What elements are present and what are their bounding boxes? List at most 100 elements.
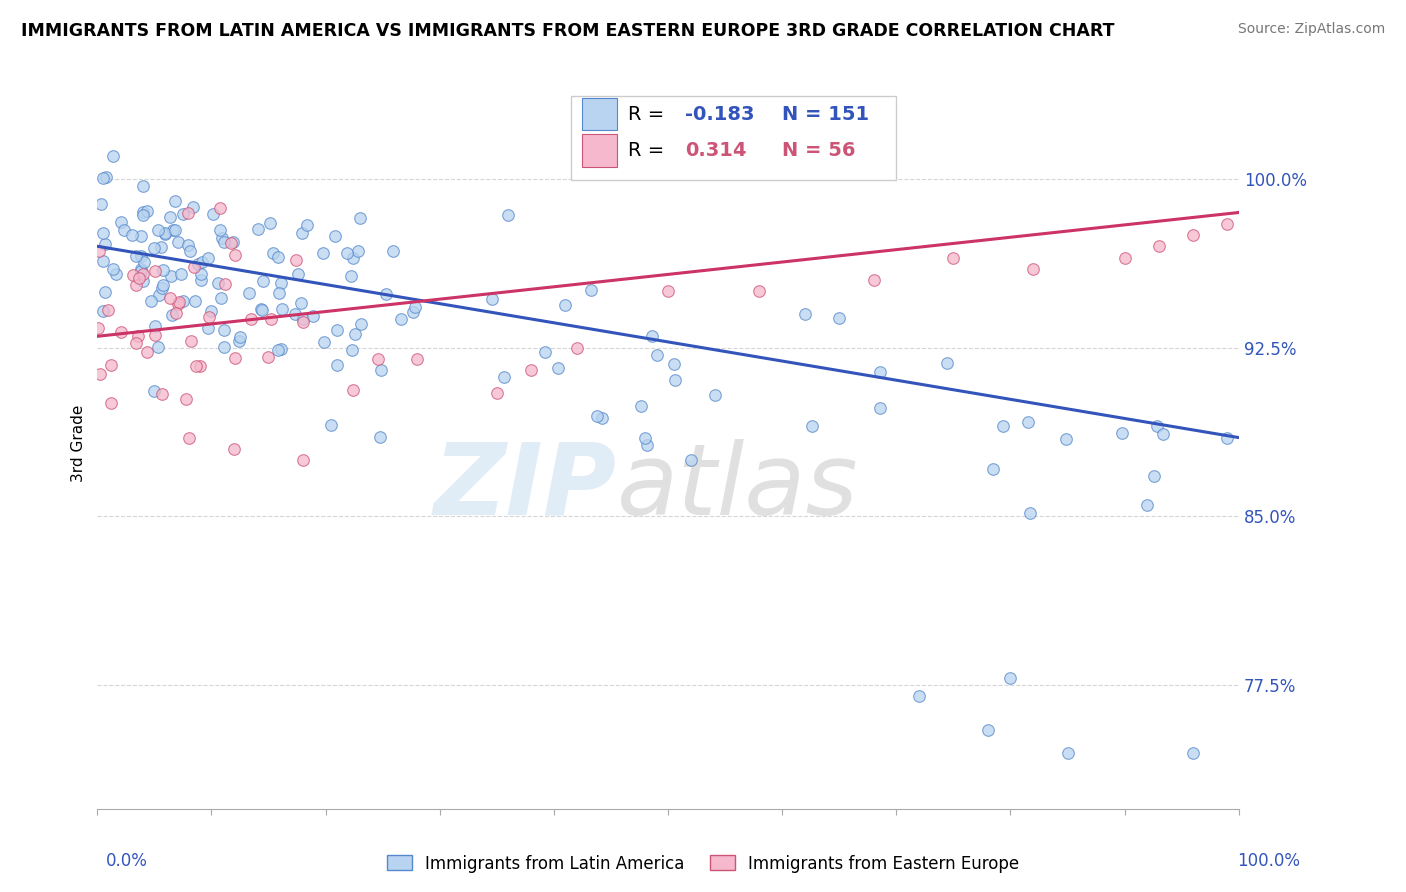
Point [94, 236, 117, 251]
Point [641, 329, 664, 343]
Point [579, 283, 602, 297]
Point [150, 240, 173, 254]
Point [90, 196, 112, 211]
Point [207, 276, 229, 290]
Point [267, 250, 290, 264]
Point [1114, 251, 1136, 265]
Point [1019, 506, 1042, 520]
Point [260, 312, 283, 326]
Point [1022, 261, 1045, 276]
Point [312, 245, 335, 260]
Point [208, 223, 231, 237]
Point [197, 321, 219, 335]
Point [312, 334, 335, 349]
Point [554, 297, 576, 311]
Point [645, 348, 668, 362]
Point [91, 254, 114, 268]
Point [167, 297, 190, 311]
Point [129, 262, 152, 277]
Point [177, 431, 200, 445]
Point [224, 247, 246, 261]
Point [1182, 227, 1205, 242]
Point [184, 293, 207, 308]
Point [143, 264, 166, 278]
Point [91, 170, 114, 185]
Point [350, 317, 373, 331]
Point [174, 392, 197, 406]
Point [533, 345, 555, 359]
Point [283, 307, 305, 321]
Point [586, 409, 609, 424]
Point [1216, 217, 1239, 231]
Point [128, 271, 150, 285]
Point [1182, 746, 1205, 760]
Point [492, 370, 515, 384]
Point [110, 215, 132, 229]
Point [122, 268, 145, 282]
Point [224, 351, 246, 365]
Y-axis label: 3rd Grade: 3rd Grade [72, 405, 86, 482]
Point [290, 295, 312, 310]
Point [374, 286, 396, 301]
FancyBboxPatch shape [571, 95, 897, 180]
Point [991, 419, 1014, 434]
Point [139, 294, 162, 309]
Point [1017, 415, 1039, 429]
Point [172, 294, 194, 309]
Point [221, 235, 243, 250]
Point [105, 267, 128, 281]
Point [165, 306, 187, 320]
Point [291, 226, 314, 240]
Point [370, 362, 392, 376]
Point [159, 291, 181, 305]
Point [321, 417, 343, 432]
Point [252, 274, 274, 288]
Point [401, 305, 423, 319]
Text: N = 151: N = 151 [782, 104, 869, 123]
Point [1000, 672, 1022, 686]
Point [208, 201, 231, 215]
Point [703, 388, 725, 402]
Point [89, 367, 111, 381]
Point [679, 453, 702, 467]
Point [302, 309, 325, 323]
Point [202, 207, 225, 221]
Point [143, 318, 166, 333]
Point [150, 281, 173, 295]
Point [110, 326, 132, 340]
Point [152, 263, 174, 277]
Point [167, 235, 190, 250]
Point [1152, 427, 1174, 442]
Point [370, 430, 392, 444]
Point [180, 334, 202, 348]
Point [287, 267, 309, 281]
Point [565, 341, 588, 355]
Point [159, 210, 181, 224]
Point [828, 311, 851, 326]
Point [942, 251, 965, 265]
Point [172, 206, 194, 220]
Point [183, 260, 205, 274]
Point [389, 311, 412, 326]
Point [284, 252, 307, 267]
Point [124, 278, 146, 293]
Point [794, 307, 817, 321]
Point [257, 351, 280, 365]
Point [96, 170, 118, 185]
Point [634, 431, 657, 445]
Point [191, 255, 214, 269]
Point [657, 285, 679, 299]
Point [212, 340, 235, 354]
Point [1216, 431, 1239, 445]
Point [862, 273, 884, 287]
Point [167, 294, 190, 309]
Text: IMMIGRANTS FROM LATIN AMERICA VS IMMIGRANTS FROM EASTERN EUROPE 3RD GRADE CORREL: IMMIGRANTS FROM LATIN AMERICA VS IMMIGRA… [21, 22, 1115, 40]
Point [132, 178, 155, 193]
Point [367, 352, 389, 367]
Point [1056, 746, 1078, 760]
Point [246, 221, 269, 235]
Point [976, 723, 998, 738]
Point [381, 244, 404, 258]
Point [211, 231, 233, 245]
Point [177, 238, 200, 252]
